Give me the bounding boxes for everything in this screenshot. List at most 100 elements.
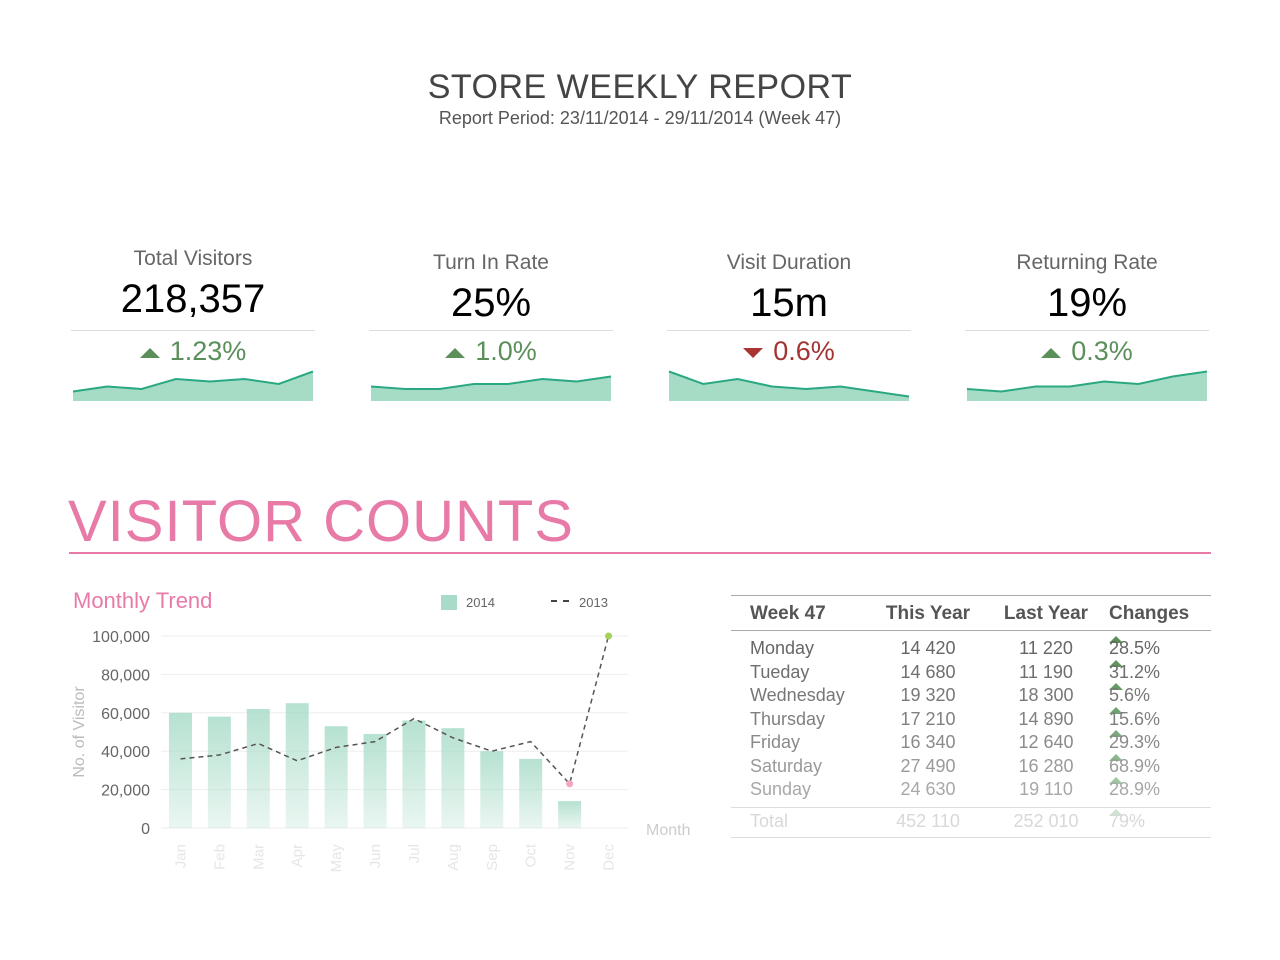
kpi-divider — [71, 330, 315, 331]
triangle-up-icon — [1109, 636, 1123, 643]
bar-2014 — [285, 703, 309, 828]
cell-this-year: 14 680 — [900, 661, 956, 682]
table-row: Wednesday 19 320 18 300 5.6% — [731, 683, 1211, 708]
cell-day: Total — [750, 811, 789, 831]
sparkline-area — [967, 371, 1207, 401]
kpi-change-value: 1.0% — [475, 336, 537, 366]
kpi-change: 1.0% — [369, 336, 613, 367]
point-2013-dec — [605, 632, 613, 640]
arrow-up-icon — [139, 347, 160, 358]
x-tick-label: Oct — [523, 843, 540, 867]
sparkline-area — [371, 376, 611, 401]
x-tick-label: Sep — [484, 844, 501, 871]
bars-2014 — [168, 703, 582, 828]
cell-last-year: 11 220 — [1019, 638, 1073, 658]
table-row: Thursday 17 210 14 890 15.6% — [731, 706, 1211, 732]
section-divider — [69, 552, 1211, 554]
triangle-up-icon — [1109, 777, 1123, 784]
cell-day: Wednesday — [750, 685, 845, 705]
bar-2014 — [246, 708, 270, 828]
y-tick-label: 20,000 — [101, 783, 150, 800]
kpi-sparkline — [370, 375, 612, 401]
sparkline-line — [72, 370, 314, 393]
kpi-change-value: 1.23% — [169, 336, 247, 366]
bar-2014 — [168, 712, 192, 828]
cell-change-value: 15.6% — [1109, 708, 1161, 729]
bar-2014 — [207, 716, 231, 828]
table-row: Saturday 27 490 16 280 68.9% — [731, 753, 1211, 779]
x-tick-label: Nov — [562, 844, 579, 871]
y-tick-label: 0 — [141, 821, 150, 838]
weekly-table: Week 47 This Year Last Year Changes Mond… — [731, 595, 1211, 845]
cell-day: Tueday — [750, 661, 810, 682]
section-title: VISITOR COUNTS — [68, 489, 574, 554]
table-row: Monday 14 420 11 220 28.5% — [731, 636, 1211, 661]
line-2013-path — [180, 635, 610, 786]
kpi-label: Visit Duration — [726, 251, 852, 274]
bar-2014 — [324, 726, 348, 828]
kpi-change: 0.6% — [667, 336, 911, 367]
bar-2014 — [519, 758, 543, 828]
bar-2014 — [558, 801, 582, 828]
cell-this-year: 19 320 — [900, 685, 956, 705]
report-period: Report Period: 23/11/2014 - 29/11/2014 (… — [438, 108, 842, 128]
bar-2014 — [441, 728, 465, 828]
cell-last-year: 12 640 — [1018, 732, 1074, 752]
legend-label-2013: 2013 — [579, 595, 608, 610]
sparkline-area — [669, 371, 909, 401]
cell-last-year: 19 110 — [1019, 779, 1073, 799]
cell-this-year: 24 630 — [900, 779, 956, 799]
line-2013 — [180, 632, 613, 788]
y-tick-label: 80,000 — [101, 667, 150, 684]
table-header-rule — [731, 630, 1211, 631]
table-row: Friday 16 340 12 640 29.3% — [731, 730, 1211, 755]
cell-change-value: 68.9% — [1109, 755, 1161, 776]
kpi-divider — [965, 330, 1209, 331]
y-tick-label: 40,000 — [101, 744, 150, 761]
kpi-returning-rate: Returning Rate 19% 0.3% — [965, 245, 1209, 415]
table-total-row: Total 452 110 252 010 79% — [731, 809, 1211, 834]
cell-day: Saturday — [750, 755, 823, 776]
kpi-label: Total Visitors — [133, 247, 253, 270]
x-tick-label: May — [328, 844, 345, 873]
table-header-this-year: This Year — [885, 603, 971, 624]
kpi-value: 19% — [1046, 281, 1128, 325]
arrow-down-icon — [743, 347, 764, 358]
kpi-total-visitors: Total Visitors 218,357 1.23% — [71, 245, 315, 415]
bar-2014 — [363, 733, 387, 828]
cell-this-year: 27 490 — [900, 755, 956, 776]
y-axis-label: No. of Visitor — [71, 686, 88, 778]
kpi-value: 15m — [750, 281, 828, 325]
kpi-change-value: 0.6% — [773, 336, 835, 366]
kpi-sparkline — [668, 370, 910, 401]
cell-last-year: 16 280 — [1018, 755, 1074, 776]
cell-day: Friday — [750, 732, 801, 752]
chart-title: Monthly Trend — [73, 588, 213, 613]
legend-label-2014: 2014 — [466, 595, 495, 610]
cell-change-value: 5.6% — [1109, 685, 1151, 705]
kpi-change: 1.23% — [71, 336, 315, 367]
x-tick-label: Feb — [211, 844, 228, 870]
cell-this-year: 17 210 — [900, 708, 956, 729]
triangle-up-icon — [1109, 730, 1123, 737]
x-tick-label: Aug — [445, 844, 462, 871]
cell-day: Thursday — [750, 708, 826, 729]
triangle-up-icon — [1109, 683, 1123, 690]
triangle-up-icon — [1109, 659, 1123, 667]
arrow-up-icon — [1041, 347, 1062, 358]
cell-this-year: 16 340 — [900, 732, 956, 752]
cell-change-value: 31.2% — [1109, 661, 1161, 682]
cell-change-value: 79% — [1109, 811, 1146, 831]
kpi-divider — [369, 330, 613, 331]
x-tick-label: Dec — [601, 844, 618, 871]
x-tick-label: Jul — [406, 844, 423, 863]
kpi-divider — [667, 330, 911, 331]
cell-this-year: 14 420 — [900, 638, 956, 658]
cell-day: Sunday — [750, 779, 812, 799]
cell-change-value: 28.9% — [1109, 779, 1161, 799]
arrow-up-icon — [445, 347, 466, 358]
table-row: Sunday 24 630 19 110 28.9% — [731, 777, 1211, 802]
y-tick-label: 100,000 — [92, 629, 150, 646]
kpi-label: Turn In Rate — [433, 251, 549, 274]
kpi-sparkline — [966, 370, 1208, 401]
